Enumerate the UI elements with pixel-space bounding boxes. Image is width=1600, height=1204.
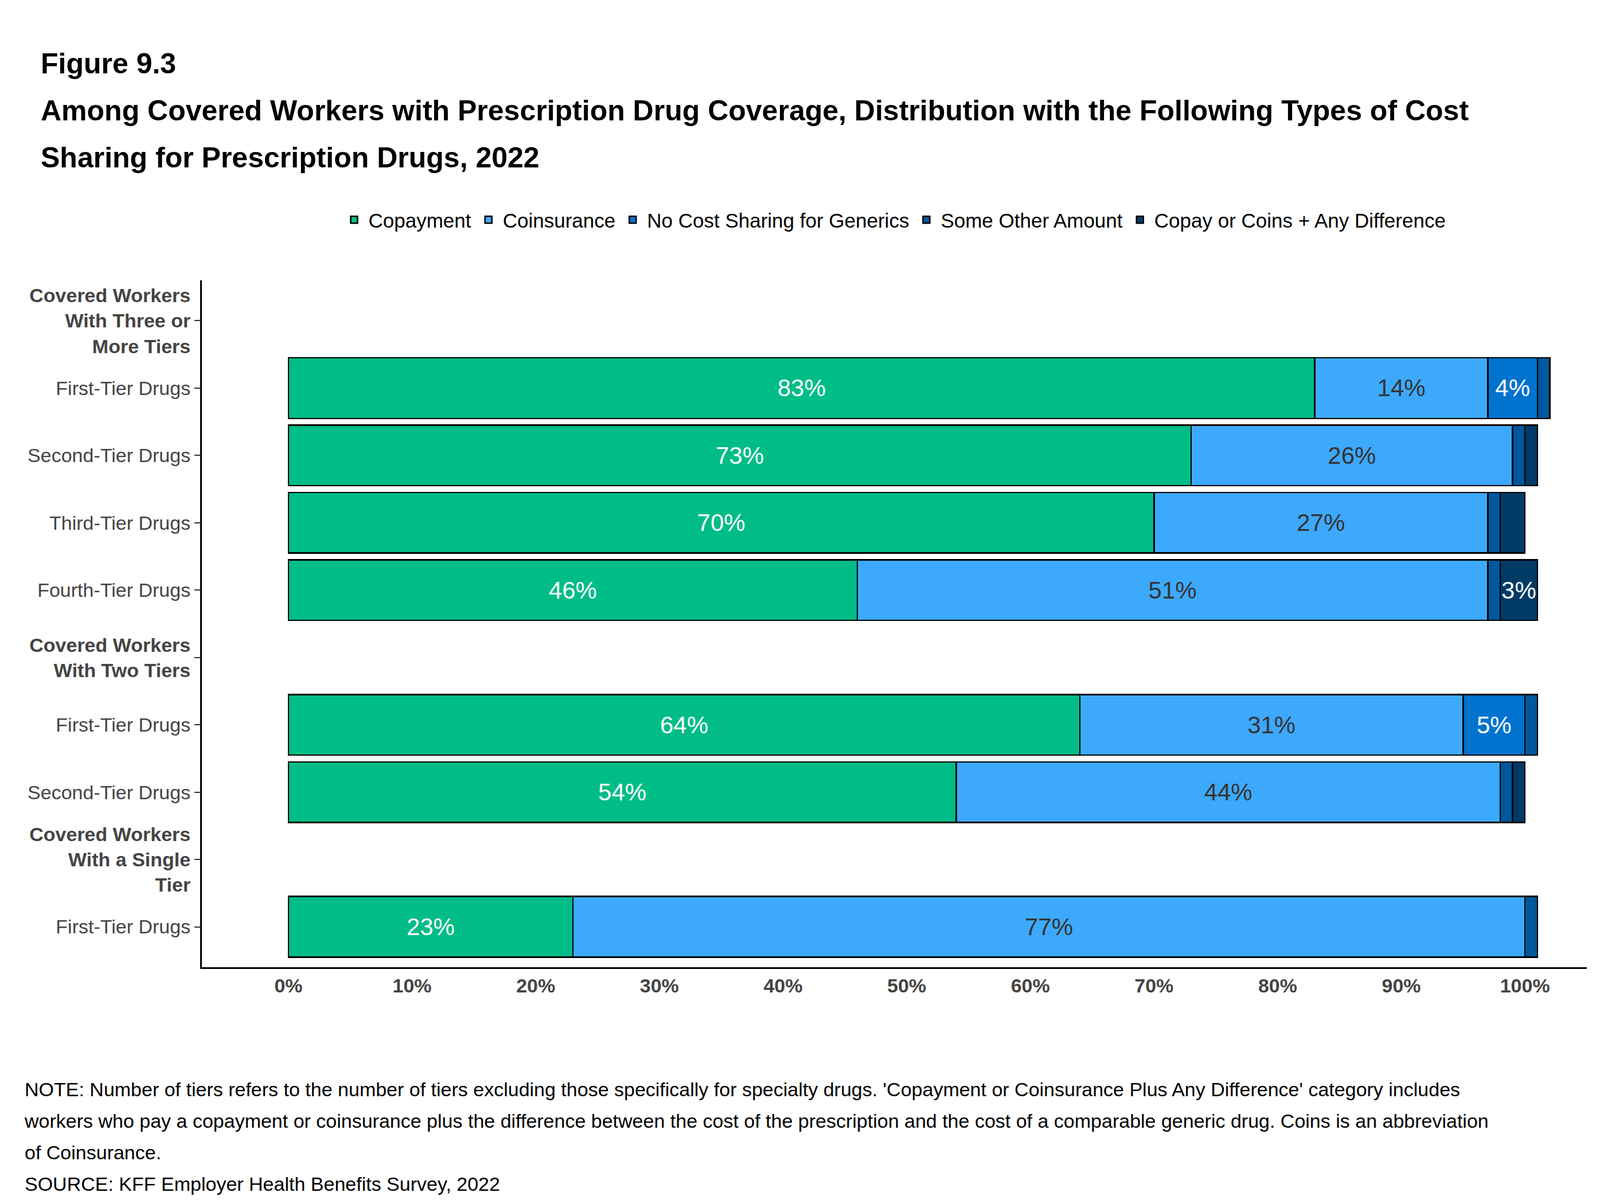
html-text:NOTE: Number of tiers refers t: NOTE: Number of tiers refers to the numb… <box>24 1078 1489 1164</box>
svg-text:Third-Tier Drugs: Third-Tier Drugs <box>49 512 191 534</box>
svg-text:4%: 4% <box>1495 374 1531 402</box>
svg-text:60%: 60% <box>1011 974 1051 997</box>
svg-text:100%: 100% <box>1500 974 1551 997</box>
svg-text:Second-Tier Drugs: Second-Tier Drugs <box>27 781 191 804</box>
svg-text:54%: 54% <box>598 778 647 806</box>
svg-text:5%: 5% <box>1476 711 1512 739</box>
svg-text:3%: 3% <box>1501 576 1537 604</box>
svg-text:No Cost Sharing for Generics: No Cost Sharing for Generics <box>646 209 909 232</box>
svg-text:73%: 73% <box>715 442 764 470</box>
svg-text:70%: 70% <box>697 509 746 537</box>
html-text:Figure 9.3: Figure 9.3 <box>40 47 177 80</box>
svg-text:10%: 10% <box>392 974 432 997</box>
svg-text:14%: 14% <box>1377 374 1426 402</box>
svg-text:27%: 27% <box>1296 509 1345 537</box>
svg-text:23%: 23% <box>406 913 455 941</box>
svg-text:90%: 90% <box>1382 974 1422 997</box>
svg-text:83%: 83% <box>777 374 826 402</box>
svg-text:Covered WorkersWith a SingleTi: Covered WorkersWith a SingleTier <box>29 823 191 896</box>
svg-text:Covered WorkersWith Two Tiers: Covered WorkersWith Two Tiers <box>29 634 191 682</box>
svg-text:Copay or Coins + Any Differenc: Copay or Coins + Any Difference <box>1154 209 1446 232</box>
svg-text:Some Other Amount: Some Other Amount <box>940 209 1123 232</box>
svg-text:50%: 50% <box>887 974 927 997</box>
svg-text:64%: 64% <box>660 711 709 739</box>
html-text:Among Covered Workers with Pre: Among Covered Workers with Prescription … <box>40 94 1469 174</box>
svg-text:0%: 0% <box>274 974 303 997</box>
svg-text:30%: 30% <box>640 974 679 997</box>
svg-text:Coinsurance: Coinsurance <box>502 209 616 232</box>
svg-text:80%: 80% <box>1258 974 1298 997</box>
svg-text:First-Tier Drugs: First-Tier Drugs <box>55 915 191 938</box>
svg-text:20%: 20% <box>516 974 556 997</box>
svg-text:77%: 77% <box>1024 913 1073 941</box>
html-text:SOURCE: KFF Employer Health Be: SOURCE: KFF Employer Health Benefits Sur… <box>24 1173 501 1196</box>
svg-text:70%: 70% <box>1134 974 1174 997</box>
svg-text:First-Tier Drugs: First-Tier Drugs <box>55 713 191 736</box>
svg-text:First-Tier Drugs: First-Tier Drugs <box>55 377 191 400</box>
svg-text:40%: 40% <box>763 974 803 997</box>
svg-text:44%: 44% <box>1204 778 1253 806</box>
svg-text:Second-Tier Drugs: Second-Tier Drugs <box>27 444 191 467</box>
svg-text:51%: 51% <box>1148 576 1197 604</box>
svg-text:26%: 26% <box>1327 442 1376 470</box>
svg-text:31%: 31% <box>1247 711 1296 739</box>
svg-text:46%: 46% <box>548 576 597 604</box>
svg-text:Copayment: Copayment <box>368 209 472 232</box>
svg-text:Fourth-Tier Drugs: Fourth-Tier Drugs <box>37 579 191 602</box>
svg-text:Covered WorkersWith Three orMo: Covered WorkersWith Three orMore Tiers <box>29 284 191 357</box>
